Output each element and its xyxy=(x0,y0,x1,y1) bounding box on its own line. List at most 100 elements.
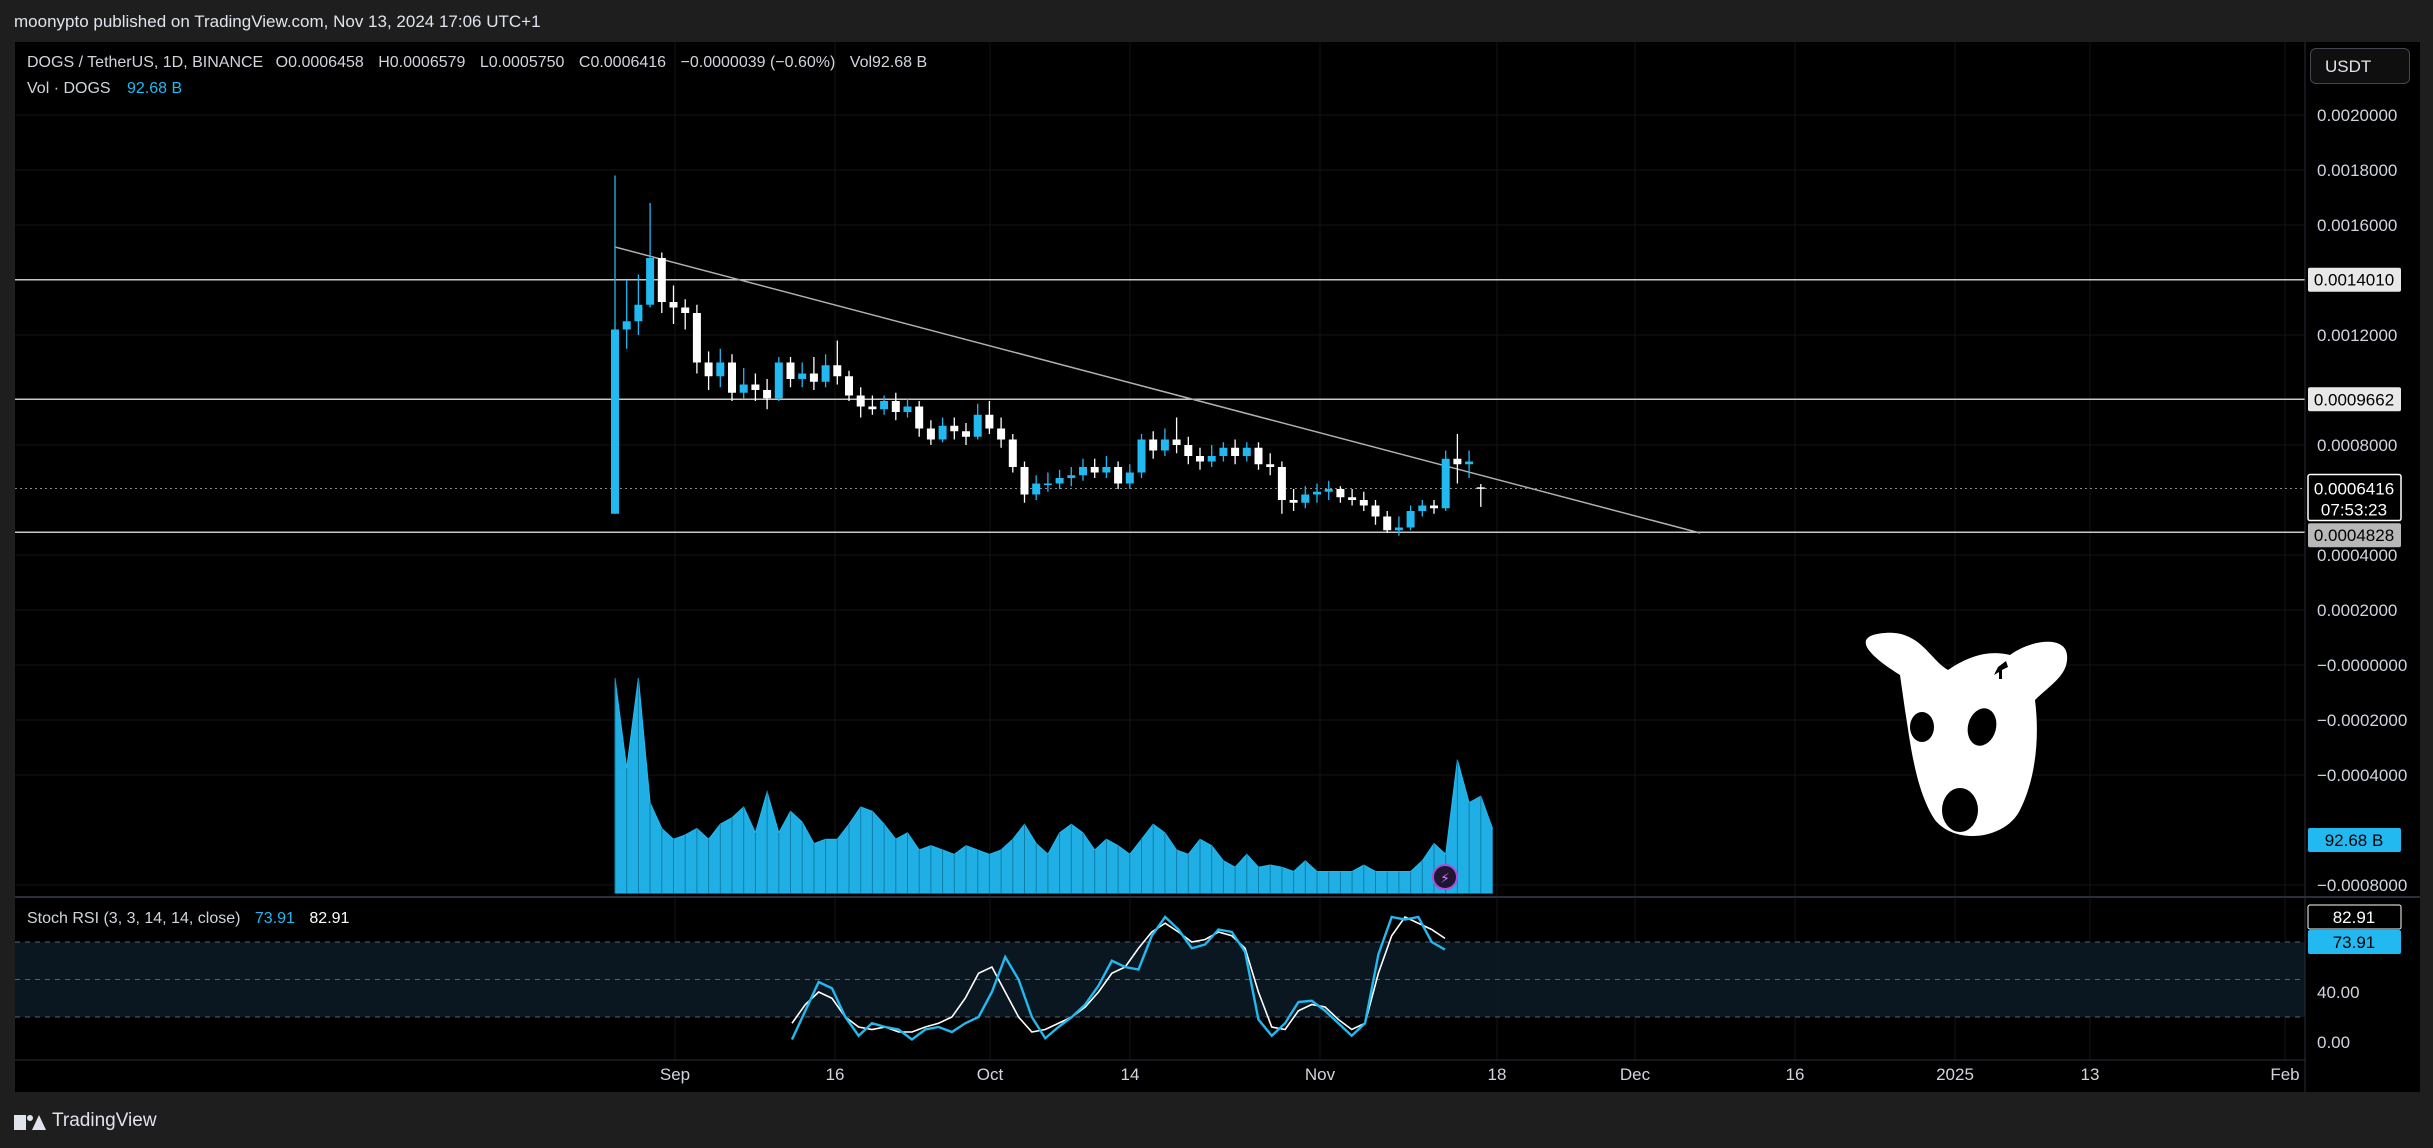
time-tick-label: Sep xyxy=(660,1065,690,1084)
candle-body xyxy=(1219,447,1228,456)
grid xyxy=(15,42,2305,1060)
stoch-k-value: 73.91 xyxy=(254,910,295,927)
price-tick-label: 0.0002000 xyxy=(2317,601,2397,620)
currency-button[interactable]: USDT xyxy=(2310,48,2410,84)
price-tick-label: −0.0008000 xyxy=(2317,876,2407,895)
candle-body xyxy=(938,425,947,440)
open-value: 0.0006458 xyxy=(288,54,364,71)
candle-body xyxy=(950,425,959,432)
symbol-name[interactable]: DOGS / TetherUS, 1D, BINANCE xyxy=(27,54,264,71)
tradingview-logo-icon xyxy=(14,1112,46,1130)
candle-body xyxy=(786,362,795,379)
candle-body xyxy=(798,373,807,379)
candle-body xyxy=(1172,439,1181,445)
candle-body xyxy=(1359,500,1368,506)
chart-background xyxy=(15,42,2420,1092)
candle-body xyxy=(1453,458,1462,465)
candle-body xyxy=(926,428,935,440)
stoch-k-line xyxy=(790,915,1446,1042)
high-value: 0.0006579 xyxy=(389,54,466,71)
candle-body xyxy=(997,428,1006,440)
stoch-indicator-label[interactable]: Stoch RSI (3, 3, 14, 14, close) xyxy=(27,910,241,927)
time-tick-label: 18 xyxy=(1488,1065,1507,1084)
volume-indicator-value: 92.68 B xyxy=(127,80,183,97)
candle-body xyxy=(809,373,818,382)
price-tick-label: 0.0004000 xyxy=(2317,546,2397,565)
candle-body xyxy=(1149,439,1158,451)
candle-body xyxy=(1125,472,1134,484)
candle-body xyxy=(1055,478,1064,484)
footer-brand-label: TradingView xyxy=(52,1110,157,1131)
candle-body xyxy=(634,304,643,322)
candle-body xyxy=(985,414,994,429)
candle-body xyxy=(891,401,900,412)
lightning-badge xyxy=(1432,864,1458,890)
time-axis[interactable]: Sep 16 Oct 14 Nov 18 Dec 16 2025 13 Feb xyxy=(15,1059,2305,1084)
candle-body xyxy=(657,258,666,302)
level-low-tag-bg xyxy=(2308,523,2401,548)
candle-body xyxy=(962,431,970,437)
stoch-tick-label: 0.00 xyxy=(2317,1033,2350,1052)
candle-body xyxy=(1231,447,1240,456)
time-tick-label: 13 xyxy=(2081,1065,2100,1084)
candle-body xyxy=(646,258,655,305)
candle-body xyxy=(728,362,736,393)
candle-body xyxy=(1020,467,1029,495)
candle-body xyxy=(681,307,690,313)
time-tick-label: 2025 xyxy=(1936,1065,1974,1084)
candle-body xyxy=(1301,494,1310,503)
volume-indicator-label[interactable]: Vol · DOGS xyxy=(27,80,111,97)
price-tick-label: −0.0004000 xyxy=(2317,766,2407,785)
level-mid-tag: 0.0009662 xyxy=(2314,390,2394,409)
volume-tag-bg xyxy=(2308,828,2401,852)
candle-body xyxy=(1032,483,1041,495)
candle-body xyxy=(1090,467,1099,473)
candle-body xyxy=(1160,439,1169,451)
candle-body xyxy=(1196,456,1204,462)
price-tags: 0.0014010 0.0009662 0.0006416 07:53:23 0.000… xyxy=(2307,267,2402,954)
candle-body xyxy=(1137,439,1146,473)
stoch-tick-label: 40.00 xyxy=(2317,983,2360,1002)
volume-value: 92.68 B xyxy=(872,54,928,71)
candle-body xyxy=(1313,491,1321,495)
candle-body xyxy=(1102,467,1111,473)
candle-body xyxy=(1348,497,1357,500)
high-label: H xyxy=(378,54,390,71)
candle-body xyxy=(1254,447,1263,465)
price-tick-label: 0.0016000 xyxy=(2317,216,2397,235)
stoch-d-tag-bg xyxy=(2307,904,2402,930)
last-price-tag: 0.0006416 xyxy=(2314,480,2394,499)
time-tick-label: Feb xyxy=(2270,1065,2299,1084)
candle-body xyxy=(1079,467,1087,476)
countdown-tag: 07:53:23 xyxy=(2321,501,2387,520)
volume-legend[interactable]: Vol · DOGS 92.68 B xyxy=(27,80,182,98)
change-value: −0.0000039 (−0.60%) xyxy=(680,54,836,71)
candle-body xyxy=(1266,464,1275,467)
candle-body xyxy=(1324,489,1333,492)
candle-body xyxy=(833,365,842,377)
candle-body xyxy=(751,384,760,390)
candle-body xyxy=(1406,511,1415,528)
candle-body xyxy=(611,329,619,514)
time-tick-label: Nov xyxy=(1305,1065,1336,1084)
candle-body xyxy=(1242,447,1251,456)
price-tick-label: −0.0002000 xyxy=(2317,711,2407,730)
candle-body xyxy=(1394,527,1403,531)
candle-body xyxy=(763,390,772,399)
candle-body xyxy=(821,365,830,382)
symbol-legend[interactable]: DOGS / TetherUS, 1D, BINANCE O0.0006458 … xyxy=(27,54,937,72)
price-tick-label: 0.0012000 xyxy=(2317,326,2397,345)
price-tick-label: 0.0020000 xyxy=(2317,106,2397,125)
candle-body xyxy=(692,313,701,363)
candle-body xyxy=(880,401,889,410)
stoch-legend[interactable]: Stoch RSI (3, 3, 14, 14, close) 73.91 82… xyxy=(27,910,349,928)
close-value: 0.0006416 xyxy=(590,54,667,71)
low-value: 0.0005750 xyxy=(488,54,565,71)
stoch-d-value: 82.91 xyxy=(309,910,350,927)
footer-brand[interactable]: TradingView xyxy=(14,1110,157,1132)
price-axis[interactable]: 0.00200000.00180000.00160000.00120000.00… xyxy=(2304,42,2407,1092)
candle-body xyxy=(1008,439,1017,467)
candle-body xyxy=(1465,461,1474,465)
